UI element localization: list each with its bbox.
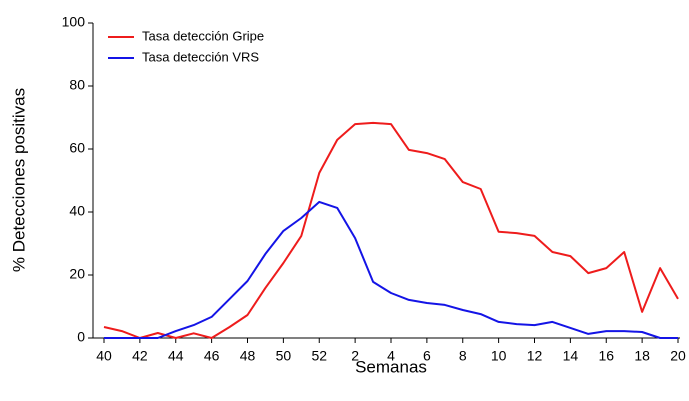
legend-label: Tasa detección Gripe bbox=[142, 28, 264, 43]
x-tick-label: 48 bbox=[240, 348, 256, 364]
x-tick-label: 10 bbox=[491, 348, 507, 364]
x-tick-label: 4 bbox=[387, 348, 395, 364]
x-tick-label: 44 bbox=[168, 348, 184, 364]
y-axis-label: % Detecciones positivas bbox=[9, 88, 28, 272]
y-tick-label: 80 bbox=[69, 77, 85, 93]
y-tick-label: 60 bbox=[69, 140, 85, 156]
legend-label: Tasa detección VRS bbox=[142, 49, 259, 64]
series-line bbox=[103, 121, 679, 339]
x-tick-label: 18 bbox=[634, 348, 650, 364]
y-tick-label: 100 bbox=[62, 14, 86, 30]
x-tick-label: 14 bbox=[563, 348, 579, 364]
series-line bbox=[104, 200, 678, 339]
y-tick-label: 20 bbox=[69, 266, 85, 282]
x-tick-label: 40 bbox=[96, 348, 112, 364]
x-tick-label: 46 bbox=[204, 348, 220, 364]
y-tick-label: 40 bbox=[69, 203, 85, 219]
y-tick-label: 0 bbox=[77, 329, 85, 345]
x-tick-label: 16 bbox=[598, 348, 614, 364]
x-tick-label: 8 bbox=[459, 348, 467, 364]
x-tick-label: 2 bbox=[351, 348, 359, 364]
x-tick-label: 20 bbox=[670, 348, 686, 364]
x-axis-label: Semanas bbox=[355, 357, 427, 376]
x-tick-label: 12 bbox=[527, 348, 543, 364]
x-tick-label: 6 bbox=[423, 348, 431, 364]
x-tick-label: 52 bbox=[311, 348, 327, 364]
x-tick-label: 50 bbox=[276, 348, 292, 364]
x-tick-label: 42 bbox=[132, 348, 148, 364]
